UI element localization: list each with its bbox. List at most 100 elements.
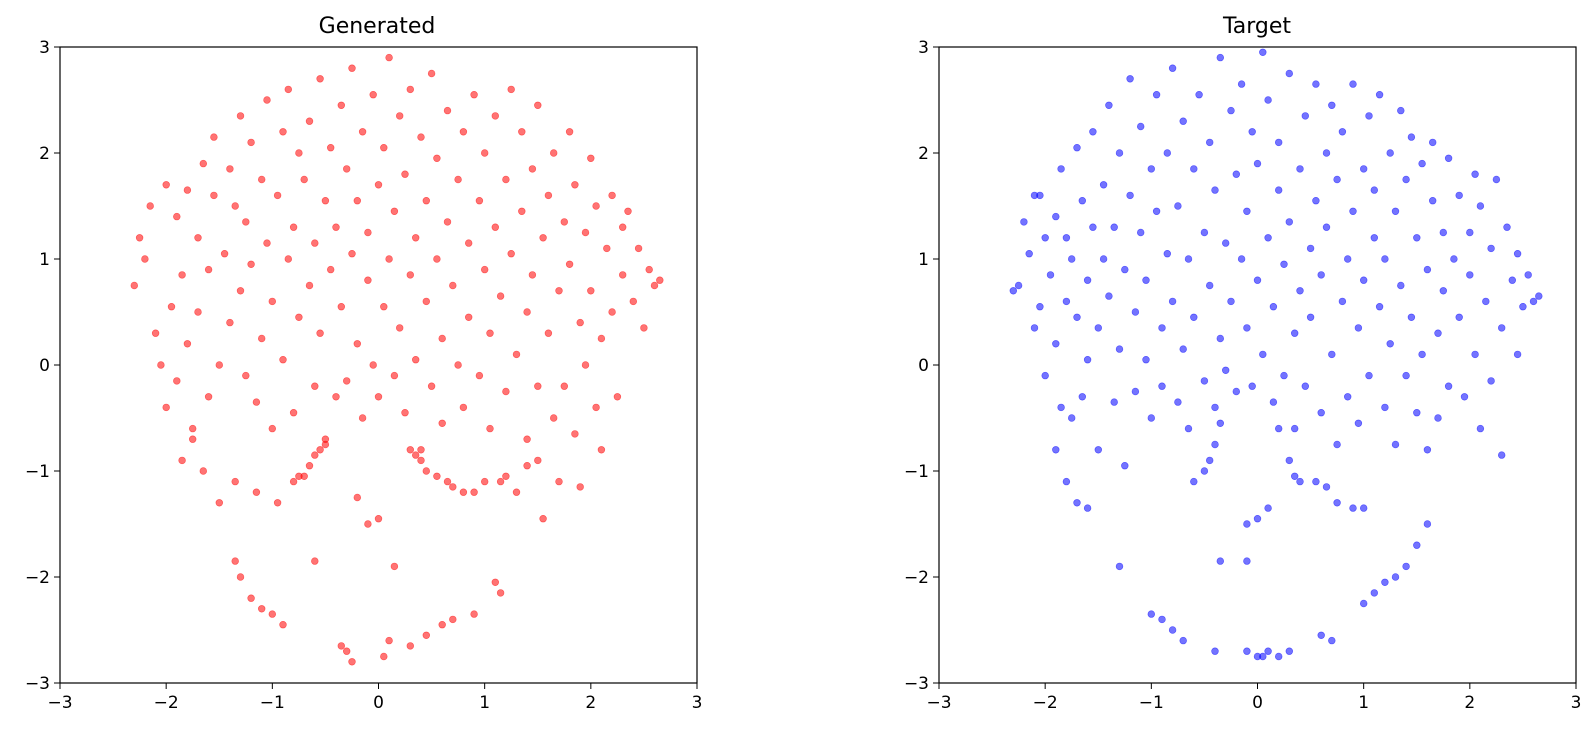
data-point <box>491 223 499 231</box>
data-point <box>1444 154 1453 163</box>
data-point <box>1274 186 1283 194</box>
data-point <box>1227 106 1235 115</box>
data-point <box>581 228 590 237</box>
plot-frame <box>938 46 1577 684</box>
data-point <box>236 112 245 120</box>
data-point <box>1455 191 1463 200</box>
data-point <box>348 64 356 72</box>
data-point <box>549 414 558 422</box>
data-point <box>597 446 606 454</box>
data-point <box>608 191 616 200</box>
data-point <box>348 658 356 666</box>
data-point <box>1497 451 1506 459</box>
y-tick-label: −3 <box>904 674 929 694</box>
data-point <box>1259 48 1267 56</box>
data-point <box>1359 504 1368 512</box>
data-point <box>385 53 393 62</box>
data-point <box>1354 324 1363 332</box>
data-point <box>1136 228 1145 237</box>
data-point <box>1174 398 1182 406</box>
data-point <box>512 350 521 359</box>
data-point <box>1205 281 1214 290</box>
data-point <box>231 477 239 486</box>
data-point <box>337 642 345 650</box>
data-point <box>1052 340 1060 348</box>
data-point <box>242 371 250 380</box>
data-point <box>162 181 170 189</box>
data-point <box>279 620 287 629</box>
x-tick-label: −2 <box>154 693 179 713</box>
data-point <box>374 514 383 523</box>
data-point <box>1174 202 1182 210</box>
data-point <box>316 329 324 337</box>
data-point <box>465 239 473 247</box>
y-tick-label: 2 <box>918 144 929 164</box>
data-point <box>1322 149 1331 157</box>
data-point <box>199 159 208 168</box>
y-tick-label: −1 <box>904 462 929 482</box>
data-point <box>385 255 393 263</box>
data-point <box>1354 419 1363 427</box>
data-point <box>571 430 579 438</box>
data-point <box>443 477 452 486</box>
data-point <box>1513 350 1522 359</box>
data-point <box>1370 589 1379 597</box>
data-point <box>258 334 266 343</box>
data-point <box>1290 329 1299 337</box>
data-point <box>343 165 351 173</box>
data-point <box>1152 207 1161 216</box>
data-point <box>634 244 643 253</box>
data-point <box>427 382 436 390</box>
data-point <box>1397 281 1405 290</box>
y-tick-label: −3 <box>25 674 50 694</box>
data-point <box>268 424 276 433</box>
data-point <box>300 175 308 184</box>
data-point <box>1179 345 1187 353</box>
data-point <box>613 393 622 401</box>
data-point <box>1381 255 1389 263</box>
data-point <box>1168 297 1177 306</box>
data-point <box>438 334 446 343</box>
data-point <box>565 128 574 136</box>
data-point <box>380 303 388 311</box>
data-point <box>1312 477 1320 486</box>
data-point <box>1290 472 1299 480</box>
data-point <box>427 69 436 78</box>
data-point <box>327 265 335 274</box>
x-axis: −3 −2 −1 0 1 2 3 <box>47 683 702 713</box>
data-point <box>1105 101 1113 110</box>
data-point <box>167 303 176 311</box>
data-point <box>528 271 537 279</box>
data-point <box>337 101 345 110</box>
data-point <box>502 175 510 184</box>
data-point <box>1163 149 1172 157</box>
data-point <box>1317 409 1325 417</box>
y-tick-label: 2 <box>39 144 50 164</box>
scatter-points <box>1009 48 1543 661</box>
data-point <box>1009 287 1017 295</box>
data-point <box>449 483 457 491</box>
data-point <box>396 112 404 120</box>
data-point <box>157 361 165 369</box>
data-point <box>316 75 324 83</box>
subplot-generated: Generated −3 −2 −1 0 1 2 3 −3 −2 −1 0 1 2 3 <box>25 14 702 713</box>
data-point <box>1455 313 1463 321</box>
data-point <box>289 409 298 417</box>
x-tick-label: 3 <box>692 693 703 713</box>
data-point <box>1264 96 1272 104</box>
data-point <box>539 234 547 242</box>
data-point <box>1487 377 1495 385</box>
data-point <box>449 281 457 290</box>
data-point <box>1460 393 1469 401</box>
data-point <box>1280 371 1288 380</box>
data-point <box>252 488 261 496</box>
data-point <box>565 260 574 268</box>
y-tick-label: 0 <box>918 356 929 376</box>
data-point <box>1301 382 1310 390</box>
data-point <box>629 297 637 306</box>
data-point <box>311 451 319 459</box>
data-point <box>1317 271 1325 279</box>
data-point <box>1158 324 1166 332</box>
data-point <box>295 313 303 321</box>
data-point <box>1418 350 1426 359</box>
